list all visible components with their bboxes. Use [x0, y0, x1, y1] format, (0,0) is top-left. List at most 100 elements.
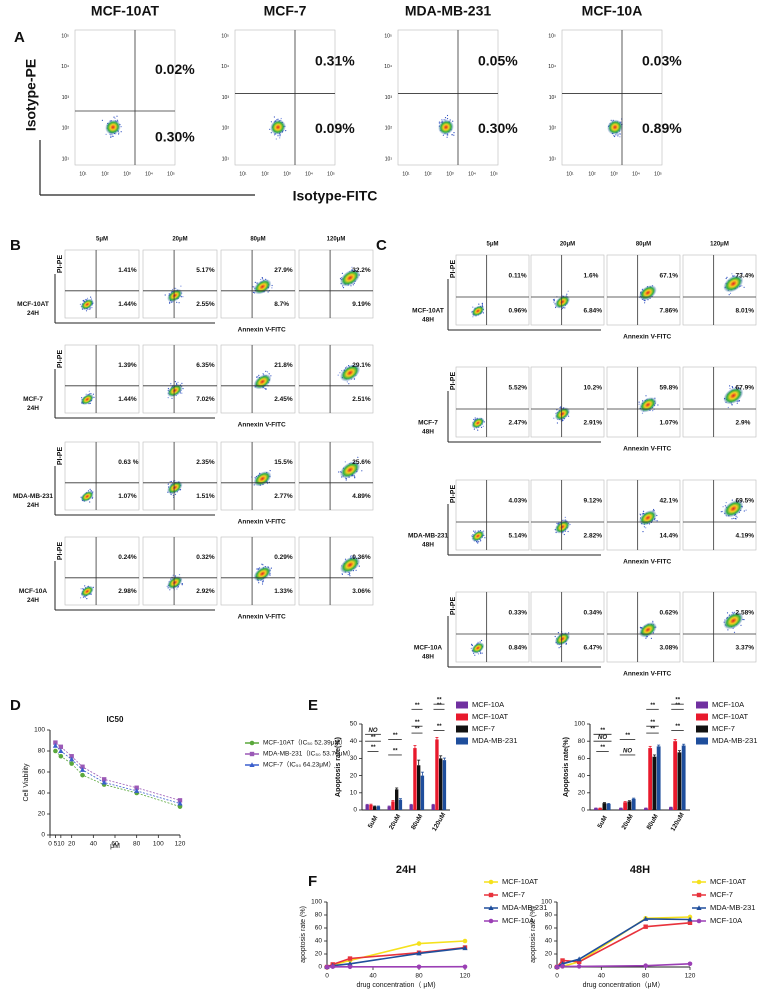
y-tick-label: 50: [350, 721, 358, 728]
y-tick-label: 60: [38, 769, 46, 776]
row-label: 24H: [27, 405, 39, 412]
quadrant-percent: 5.17%: [196, 267, 215, 274]
tick-label: 10²: [549, 126, 557, 132]
event-dot: [721, 511, 722, 512]
legend-label: MCF-7: [710, 890, 733, 899]
tick-label: 10⁴: [468, 171, 476, 177]
bar: [373, 807, 376, 810]
quadrant-percent: 3.08%: [660, 645, 679, 652]
event-dot: [480, 540, 481, 541]
chart-title: 48H: [630, 864, 650, 876]
quadrant-percent: 25.6%: [352, 459, 371, 466]
axis-title: PI-PE: [57, 350, 64, 369]
x-tick-label: 20: [68, 841, 76, 848]
event-dot: [560, 646, 561, 647]
event-dot: [182, 388, 183, 389]
event-dot: [726, 502, 727, 503]
quadrant-percent: 0.30%: [478, 120, 518, 136]
event-dot: [729, 385, 730, 386]
event-dot: [473, 419, 474, 420]
y-tick-label: 40: [315, 938, 323, 945]
quadrant-percent: 0.03%: [642, 52, 682, 68]
event-dot: [113, 136, 114, 137]
axis-title: Annexin V-FITC: [238, 519, 286, 526]
event-dot: [744, 510, 745, 511]
x-tick-label: 0: [555, 973, 559, 980]
tick-label: 10²: [101, 171, 109, 177]
legend-marker: [250, 741, 255, 746]
tick-label: 10⁵: [327, 171, 335, 177]
event-dot: [176, 588, 177, 589]
point: [643, 963, 648, 968]
chart-title: 24H: [396, 864, 416, 876]
event-dot: [657, 404, 658, 405]
event-dot: [285, 130, 286, 131]
axis-title: PI-PE: [57, 447, 64, 466]
event-dot: [736, 516, 737, 517]
quadrant-percent: 8.01%: [736, 308, 755, 315]
point: [80, 773, 85, 778]
event-dot: [271, 121, 272, 122]
event-dot: [338, 471, 339, 472]
event-dot: [564, 534, 565, 535]
event-dot: [339, 372, 340, 373]
axis-title: Annexin V-FITC: [623, 334, 671, 341]
legend-swatch: [696, 702, 708, 709]
axis-title: PI-PE: [57, 255, 64, 274]
event-dot: [253, 292, 254, 293]
event-dot: [357, 457, 358, 458]
quadrant-percent: 7.02%: [196, 396, 215, 403]
quadrant-percent: 0.84%: [509, 645, 528, 652]
quadrant-percent: 0.36%: [352, 554, 371, 561]
y-tick-label: 20: [315, 951, 323, 958]
row-label: 24H: [27, 502, 39, 509]
quadrant-percent: 2.45%: [274, 396, 293, 403]
event-dot: [733, 518, 734, 519]
bar: [648, 748, 652, 810]
axis-title: Annexin V-FITC: [238, 327, 286, 334]
event-dot: [557, 422, 558, 423]
axis-title: PI-PE: [450, 597, 457, 616]
panel-label: B: [10, 237, 21, 254]
event-dot: [342, 273, 343, 274]
event-dot: [484, 537, 485, 538]
event-dot: [177, 382, 178, 383]
event-dot: [175, 575, 176, 576]
legend-swatch: [696, 714, 708, 721]
event-dot: [568, 291, 569, 292]
x-tick-label: 20uM: [621, 813, 635, 831]
event-dot: [268, 291, 269, 292]
axis-title: Annexin V-FITC: [238, 422, 286, 429]
event-dot: [80, 304, 81, 305]
bar: [439, 758, 442, 810]
event-dot: [180, 286, 181, 287]
event-dot: [729, 294, 730, 295]
dose-header: 5μM: [486, 242, 498, 248]
event-dot: [471, 644, 472, 645]
event-dot: [481, 640, 482, 641]
event-dot: [443, 135, 444, 136]
event-dot: [359, 566, 360, 567]
significance-label: **: [675, 724, 680, 730]
quadrant-percent: 0.31%: [315, 52, 355, 68]
event-dot: [175, 381, 176, 382]
y-tick-label: 20: [350, 772, 358, 779]
tick-label: 10⁴: [305, 171, 313, 177]
quadrant-percent: 2.91%: [584, 420, 603, 427]
event-dot: [447, 137, 448, 138]
event-dot: [81, 397, 82, 398]
event-dot: [86, 310, 87, 311]
quadrant-percent: 6.84%: [584, 308, 603, 315]
tick-label: 10⁴: [384, 64, 392, 70]
bar: [377, 807, 380, 810]
legend-swatch: [696, 738, 708, 745]
y-tick-label: 80: [315, 912, 323, 919]
legend-marker: [697, 919, 702, 924]
quadrant-percent: 2.77%: [274, 493, 293, 500]
event-dot: [281, 118, 282, 119]
bar: [673, 741, 677, 810]
event-dot: [611, 120, 612, 121]
legend-label: MCF-10AT: [710, 877, 747, 886]
quadrant-percent: 7.86%: [660, 308, 679, 315]
